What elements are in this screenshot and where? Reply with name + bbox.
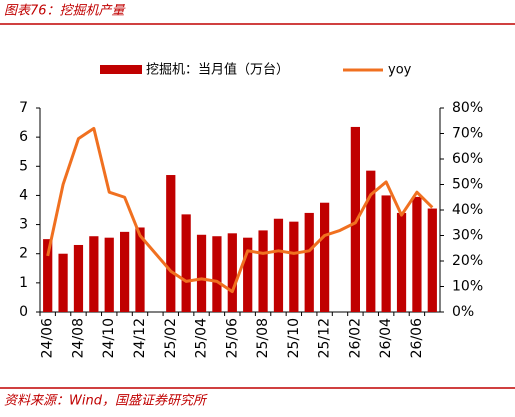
y-tick-label: 4 <box>19 187 28 203</box>
bar <box>166 175 176 312</box>
x-tick-label: 24/12 <box>132 318 148 358</box>
bar <box>320 202 330 312</box>
bar <box>73 244 84 312</box>
bar <box>258 230 268 312</box>
legend-label: yoy <box>388 63 412 78</box>
bar <box>104 237 114 312</box>
y2-tick-label: 10% <box>452 279 483 295</box>
bar <box>412 196 422 312</box>
x-tick-label: 24/06 <box>40 318 56 358</box>
bar <box>381 195 391 312</box>
x-tick-label: 25/04 <box>194 318 210 358</box>
x-tick-label: 26/04 <box>378 318 394 358</box>
bar <box>58 253 68 312</box>
y-tick-label: 5 <box>19 158 28 174</box>
line <box>46 126 434 294</box>
x-tick-label: 26/02 <box>347 318 363 358</box>
y2-tick-label: 60% <box>452 151 483 167</box>
bar <box>181 214 191 312</box>
x-tick-label: 25/02 <box>163 318 179 358</box>
x-tick-label: 25/12 <box>317 318 333 358</box>
y2-tick-label: 50% <box>452 177 483 193</box>
y2-tick-label: 40% <box>452 202 483 218</box>
x-tick-label: 26/06 <box>409 318 425 358</box>
y-tick-label: 7 <box>19 100 28 116</box>
x-tick-label: 24/10 <box>101 318 117 358</box>
bar <box>366 170 376 312</box>
y-tick-label: 1 <box>19 275 28 291</box>
y2-tick-label: 0% <box>452 304 474 320</box>
y2-tick-label: 80% <box>452 100 483 116</box>
legend-swatch <box>100 65 142 74</box>
chart-title: 图表76：挖掘机产量 <box>4 3 127 19</box>
bar <box>43 239 53 312</box>
x-tick-label: 25/08 <box>255 318 271 358</box>
bar <box>227 233 237 312</box>
bar <box>304 212 314 312</box>
bar <box>120 231 130 312</box>
bar <box>89 236 99 312</box>
y2-tick-label: 70% <box>452 126 483 142</box>
bar <box>212 236 222 312</box>
bar <box>273 218 284 312</box>
bar <box>243 237 253 312</box>
bar <box>289 221 299 312</box>
y-tick-label: 0 <box>19 304 28 320</box>
y2-tick-label: 20% <box>452 253 483 269</box>
bar <box>350 126 360 312</box>
x-tick-label: 24/08 <box>70 318 86 358</box>
y2-tick-label: 30% <box>452 228 483 244</box>
legend-label: 挖掘机：当月值（万台） <box>146 62 289 78</box>
source: 资料来源：Wind，国盛证券研究所 <box>4 393 208 409</box>
x-tick-label: 25/10 <box>286 318 302 358</box>
y-tick-label: 3 <box>19 217 28 233</box>
x-tick-label: 25/06 <box>224 318 240 358</box>
y-tick-label: 6 <box>19 129 28 145</box>
bar <box>135 227 145 312</box>
y-tick-label: 2 <box>19 246 28 262</box>
bar <box>196 234 207 312</box>
bar <box>427 208 437 312</box>
bar <box>396 212 407 312</box>
